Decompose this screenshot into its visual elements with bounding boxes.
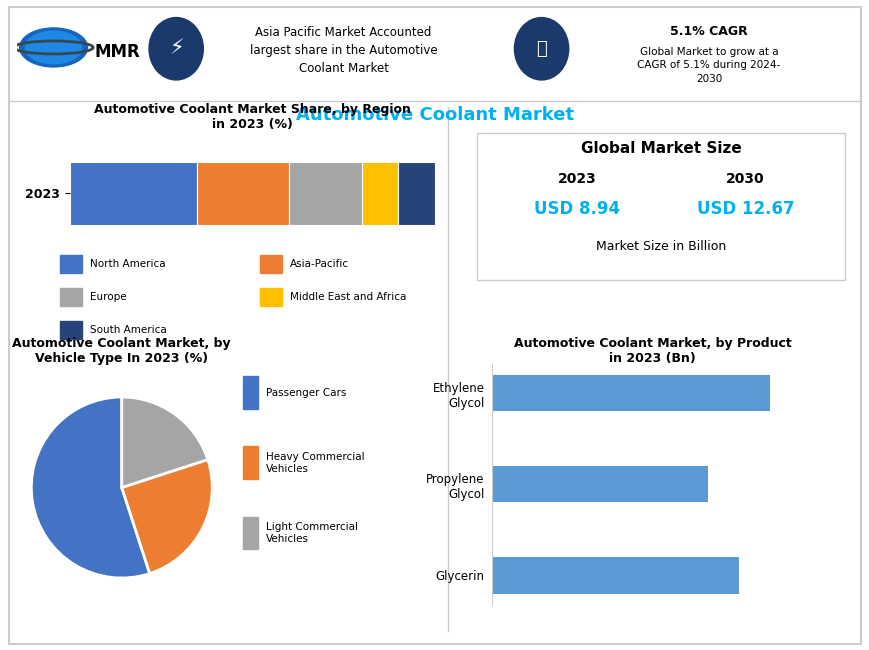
Bar [242, 376, 258, 409]
Text: Heavy Commercial
Vehicles: Heavy Commercial Vehicles [266, 452, 364, 474]
Text: Automotive Coolant Market, by Product
in 2023 (Bn): Automotive Coolant Market, by Product in… [513, 337, 791, 365]
Bar [242, 447, 258, 479]
Circle shape [149, 18, 203, 80]
Text: Market Size in Billion: Market Size in Billion [595, 240, 726, 253]
Text: Passenger Cars: Passenger Cars [266, 387, 346, 398]
Bar [491, 466, 707, 502]
Text: South America: South America [90, 325, 167, 335]
Text: USD 8.94: USD 8.94 [534, 200, 620, 218]
Text: 5.1% CAGR: 5.1% CAGR [669, 25, 747, 38]
Text: 2030: 2030 [726, 172, 764, 186]
Bar [60, 287, 82, 306]
Bar [197, 162, 289, 225]
Bar [398, 162, 434, 225]
Text: Asia-Pacific: Asia-Pacific [290, 259, 349, 269]
Bar [70, 162, 197, 225]
Wedge shape [31, 397, 149, 578]
Text: Global Market Size: Global Market Size [580, 141, 740, 156]
Text: Automotive Coolant Market: Automotive Coolant Market [295, 107, 574, 124]
Bar [362, 162, 398, 225]
Circle shape [25, 31, 82, 64]
Text: Global Market to grow at a
CAGR of 5.1% during 2024-
2030: Global Market to grow at a CAGR of 5.1% … [637, 47, 779, 84]
Circle shape [514, 18, 568, 80]
Text: 2023: 2023 [557, 172, 595, 186]
Circle shape [20, 28, 88, 67]
Bar [289, 162, 362, 225]
FancyBboxPatch shape [9, 6, 860, 644]
Text: USD 12.67: USD 12.67 [696, 200, 793, 218]
Text: ⚡: ⚡ [169, 39, 183, 58]
FancyBboxPatch shape [477, 133, 844, 280]
Wedge shape [122, 397, 208, 488]
Text: MMR: MMR [94, 43, 140, 61]
Text: North America: North America [90, 259, 166, 269]
Text: 🔥: 🔥 [535, 40, 547, 58]
Bar [60, 255, 82, 274]
Title: Automotive Coolant Market Share, by Region
in 2023 (%): Automotive Coolant Market Share, by Regi… [94, 103, 410, 131]
Bar [260, 255, 282, 274]
Bar [60, 320, 82, 339]
Text: Europe: Europe [90, 292, 127, 302]
Bar [242, 517, 258, 549]
Bar [491, 557, 738, 593]
Bar [491, 375, 769, 411]
Bar [260, 287, 282, 306]
Text: Asia Pacific Market Accounted
largest share in the Automotive
Coolant Market: Asia Pacific Market Accounted largest sh… [249, 26, 437, 75]
Wedge shape [122, 460, 212, 573]
Text: Middle East and Africa: Middle East and Africa [290, 292, 406, 302]
Text: Automotive Coolant Market, by
Vehicle Type In 2023 (%): Automotive Coolant Market, by Vehicle Ty… [12, 337, 231, 365]
Text: Light Commercial
Vehicles: Light Commercial Vehicles [266, 522, 358, 544]
